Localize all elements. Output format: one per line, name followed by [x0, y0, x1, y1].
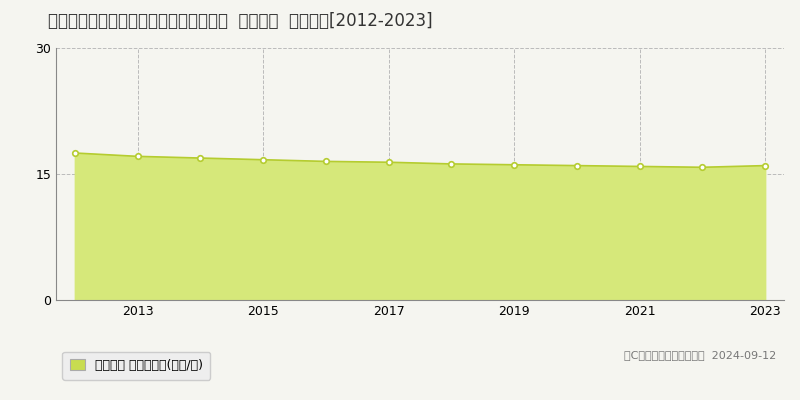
Legend: 地価公示 平均坪単価(万円/坪): 地価公示 平均坪単価(万円/坪) — [62, 352, 210, 380]
Text: 北海道釧路市北大通１３丁目２番１６外  地価公示  地価推移[2012-2023]: 北海道釧路市北大通１３丁目２番１６外 地価公示 地価推移[2012-2023] — [48, 12, 433, 30]
Text: （C）土地価格ドットコム  2024-09-12: （C）土地価格ドットコム 2024-09-12 — [624, 350, 776, 360]
